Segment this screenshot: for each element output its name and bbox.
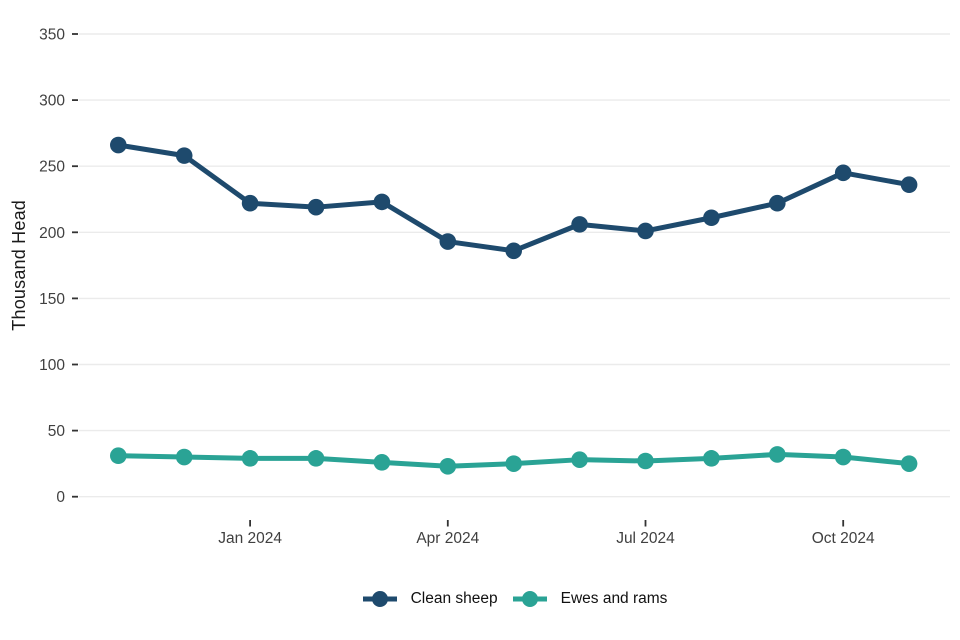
data-point-ewes-and-rams <box>307 450 325 467</box>
data-point-clean-sheep <box>571 216 588 233</box>
chart-legend: Clean sheep Ewes and rams <box>80 584 950 614</box>
data-point-ewes-and-rams <box>110 447 127 465</box>
data-point-clean-sheep <box>373 193 391 211</box>
y-tick-label: 200 <box>39 225 65 242</box>
y-tick-label: 150 <box>39 291 65 308</box>
line-chart: 0 50 100 150 200 250 300 350 Jan 2024 Apr 2024 Jul… <box>39 27 950 547</box>
legend-item-ewes-and-rams: Ewes and rams <box>512 588 668 610</box>
data-point-ewes-and-rams <box>571 451 588 468</box>
y-tick-label: 350 <box>39 27 65 44</box>
data-point-clean-sheep <box>900 176 918 194</box>
data-point-ewes-and-rams <box>439 457 457 475</box>
data-point-clean-sheep <box>703 209 720 227</box>
y-axis-title: Thousand Head <box>4 0 34 530</box>
data-point-ewes-and-rams <box>637 452 654 470</box>
data-point-clean-sheep <box>505 242 522 260</box>
y-axis-title-text: Thousand Head <box>8 199 29 331</box>
series-line-clean-sheep <box>115 142 912 254</box>
legend-item-clean-sheep: Clean sheep <box>362 588 498 610</box>
data-point-ewes-and-rams <box>505 455 522 472</box>
data-point-clean-sheep <box>637 222 654 240</box>
legend-key-dot <box>521 591 538 607</box>
x-tick-label: Jul 2024 <box>616 530 675 547</box>
x-tick-label: Oct 2024 <box>812 530 875 547</box>
data-point-ewes-and-rams <box>769 446 786 463</box>
data-point-ewes-and-rams <box>241 450 259 467</box>
data-point-ewes-and-rams <box>175 448 193 466</box>
data-point-clean-sheep <box>175 147 193 164</box>
legend-key-icon <box>362 591 397 607</box>
data-point-ewes-and-rams <box>373 454 391 471</box>
data-point-ewes-and-rams <box>703 450 720 467</box>
x-tick-label: Apr 2024 <box>416 530 479 547</box>
y-tick-label: 50 <box>48 423 66 440</box>
data-point-clean-sheep <box>769 194 786 212</box>
y-tick-label: 250 <box>39 159 65 176</box>
data-point-clean-sheep <box>241 194 259 212</box>
legend-key-icon <box>512 591 547 607</box>
legend-label: Clean sheep <box>410 590 498 607</box>
y-tick-label: 100 <box>39 357 65 374</box>
data-point-clean-sheep <box>439 233 457 250</box>
legend-key-dot <box>371 591 388 607</box>
y-tick-label: 300 <box>39 93 65 110</box>
data-point-ewes-and-rams <box>834 448 852 466</box>
data-point-clean-sheep <box>110 136 127 154</box>
data-point-ewes-and-rams <box>900 455 918 472</box>
y-tick-label: 0 <box>56 489 65 506</box>
legend-label: Ewes and rams <box>560 590 668 607</box>
data-point-clean-sheep <box>307 198 325 216</box>
data-point-clean-sheep <box>834 164 852 182</box>
x-tick-label: Jan 2024 <box>218 530 282 547</box>
